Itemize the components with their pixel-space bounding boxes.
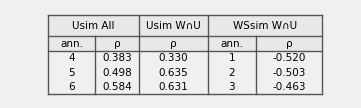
Text: 5: 5 (68, 68, 75, 78)
Text: 6: 6 (68, 82, 75, 92)
Text: ρ: ρ (170, 39, 177, 49)
Text: ρ: ρ (114, 39, 121, 49)
Bar (48, 36, 322, 51)
Text: 0.383: 0.383 (103, 53, 132, 63)
Text: 4: 4 (68, 53, 75, 63)
Text: ρ: ρ (286, 39, 292, 49)
Text: 3: 3 (229, 82, 235, 92)
Text: -0.463: -0.463 (272, 82, 306, 92)
Text: 1: 1 (229, 53, 235, 63)
Text: WSsim W∩U: WSsim W∩U (233, 21, 297, 31)
Text: 0.635: 0.635 (158, 68, 188, 78)
Text: Usim All: Usim All (72, 21, 115, 31)
Text: 0.330: 0.330 (159, 53, 188, 63)
Text: 0.631: 0.631 (158, 82, 188, 92)
Text: -0.503: -0.503 (272, 68, 306, 78)
Text: ann.: ann. (220, 39, 243, 49)
Text: 0.498: 0.498 (103, 68, 132, 78)
Text: 0.584: 0.584 (103, 82, 132, 92)
Text: Usim W∩U: Usim W∩U (146, 21, 201, 31)
Text: -0.520: -0.520 (272, 53, 306, 63)
Bar (48, 15, 322, 36)
Text: ann.: ann. (60, 39, 83, 49)
Text: 2: 2 (229, 68, 235, 78)
